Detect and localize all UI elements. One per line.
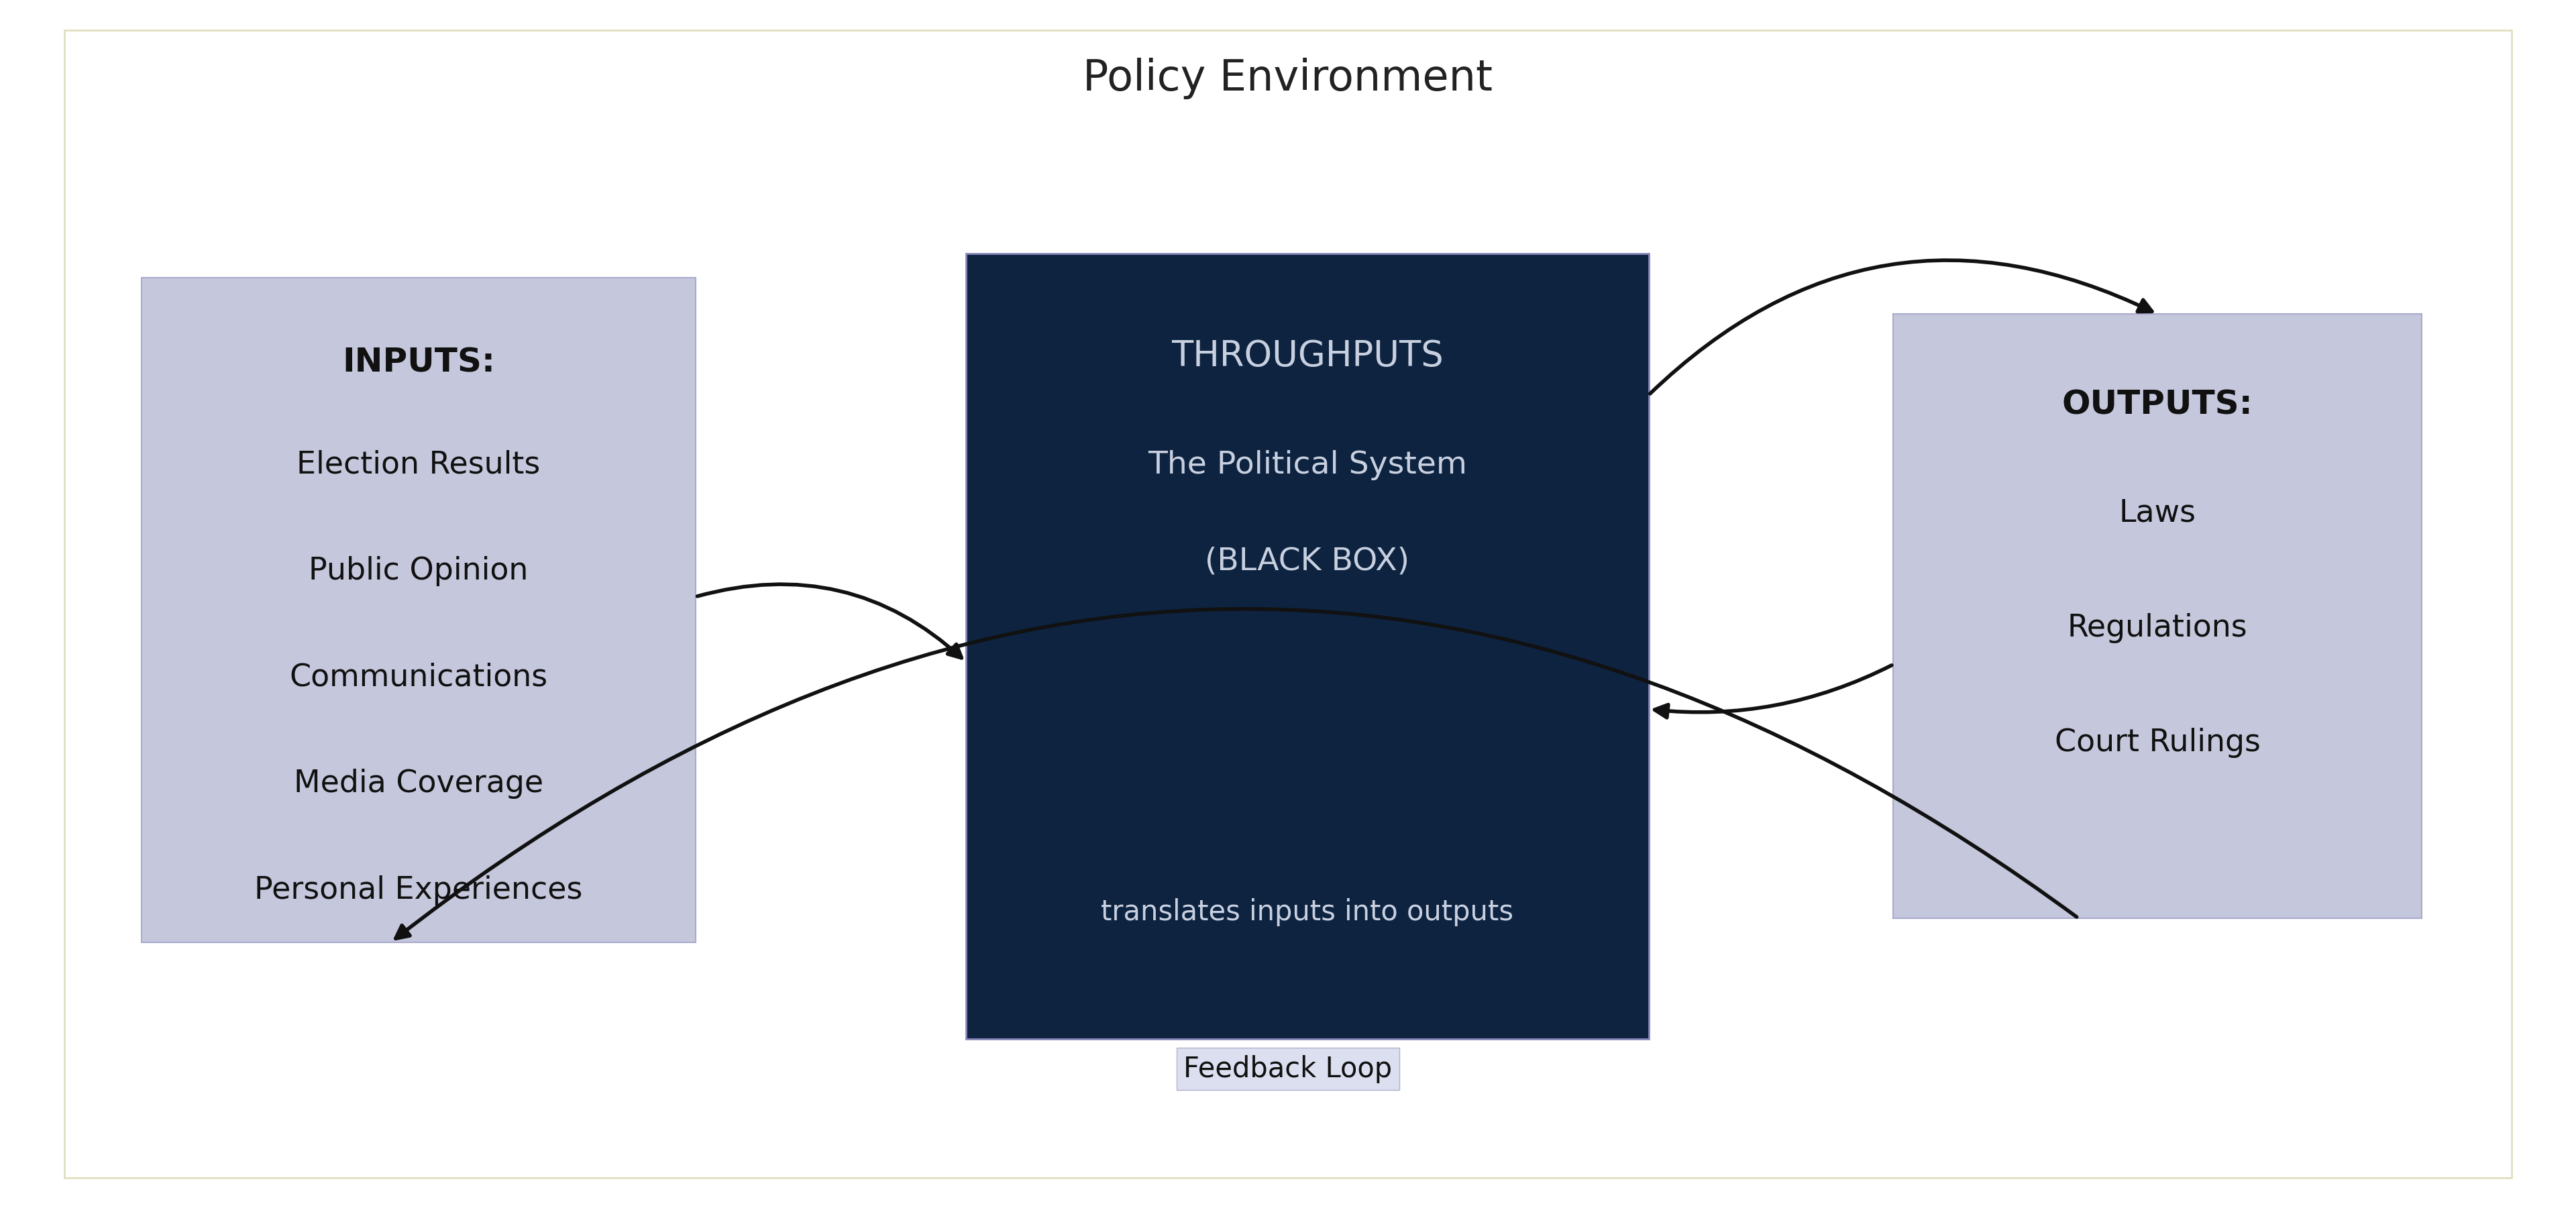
Text: Policy Environment: Policy Environment <box>1082 58 1494 99</box>
Text: THROUGHPUTS: THROUGHPUTS <box>1172 339 1443 373</box>
Text: Communications: Communications <box>289 663 549 692</box>
Text: Election Results: Election Results <box>296 451 541 480</box>
FancyBboxPatch shape <box>966 254 1649 1039</box>
FancyBboxPatch shape <box>1893 314 2421 918</box>
Text: OUTPUTS:: OUTPUTS: <box>2061 389 2254 420</box>
FancyBboxPatch shape <box>142 278 696 942</box>
Text: Laws: Laws <box>2120 499 2195 528</box>
Text: Court Rulings: Court Rulings <box>2056 728 2259 757</box>
Text: The Political System: The Political System <box>1149 451 1466 480</box>
Text: Regulations: Regulations <box>2069 614 2246 643</box>
Text: Personal Experiences: Personal Experiences <box>255 876 582 905</box>
Text: Feedback Loop: Feedback Loop <box>1182 1055 1394 1084</box>
Text: INPUTS:: INPUTS: <box>343 347 495 378</box>
Text: Media Coverage: Media Coverage <box>294 769 544 798</box>
Text: Public Opinion: Public Opinion <box>309 557 528 586</box>
Text: translates inputs into outputs: translates inputs into outputs <box>1100 898 1515 927</box>
Text: (BLACK BOX): (BLACK BOX) <box>1206 547 1409 576</box>
